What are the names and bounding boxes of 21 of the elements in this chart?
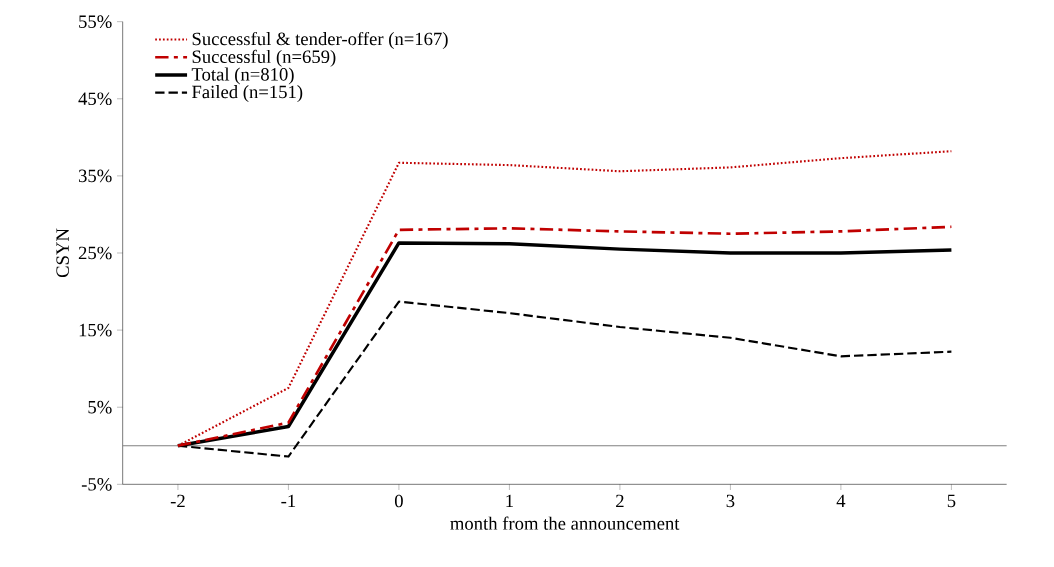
- y-tick-label: 15%: [79, 323, 112, 337]
- x-tick-label: 4: [836, 494, 846, 508]
- y-tick-label: 35%: [78, 169, 112, 183]
- x-tick-label: 3: [726, 494, 735, 508]
- x-tick-label: 0: [394, 494, 403, 508]
- y-tick-label: 55%: [79, 15, 112, 28]
- x-tick-label: -1: [281, 494, 296, 508]
- y-tick-label: 5%: [88, 400, 112, 414]
- legend-label: Successful & tender-offer (n=167): [192, 31, 448, 50]
- y-tick-label: -5%: [81, 477, 112, 491]
- y-axis-title: CSYN: [56, 228, 69, 278]
- x-tick-label: -2: [170, 494, 185, 508]
- legend-label: Total (n=810): [191, 67, 294, 85]
- x-tick-label: 5: [947, 494, 956, 508]
- y-tick-label: 45%: [78, 92, 112, 106]
- legend-label: Failed (n=151): [192, 85, 303, 103]
- x-tick-label: 2: [616, 494, 624, 508]
- x-axis-title: month from the announcement: [450, 516, 680, 530]
- y-tick-label: 25%: [78, 246, 112, 260]
- legend-label: Successful (n=659): [192, 49, 336, 67]
- x-tick-label: 1: [506, 494, 513, 508]
